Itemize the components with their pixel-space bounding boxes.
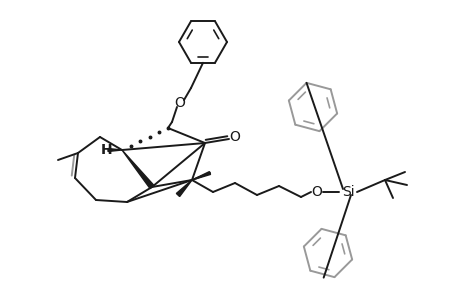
Text: O: O bbox=[174, 96, 185, 110]
Text: Si: Si bbox=[341, 185, 353, 199]
Polygon shape bbox=[176, 180, 191, 196]
Polygon shape bbox=[122, 150, 154, 189]
Polygon shape bbox=[191, 172, 210, 180]
Polygon shape bbox=[108, 148, 122, 152]
Text: O: O bbox=[311, 185, 322, 199]
Text: O: O bbox=[229, 130, 240, 144]
Text: H: H bbox=[101, 143, 112, 157]
